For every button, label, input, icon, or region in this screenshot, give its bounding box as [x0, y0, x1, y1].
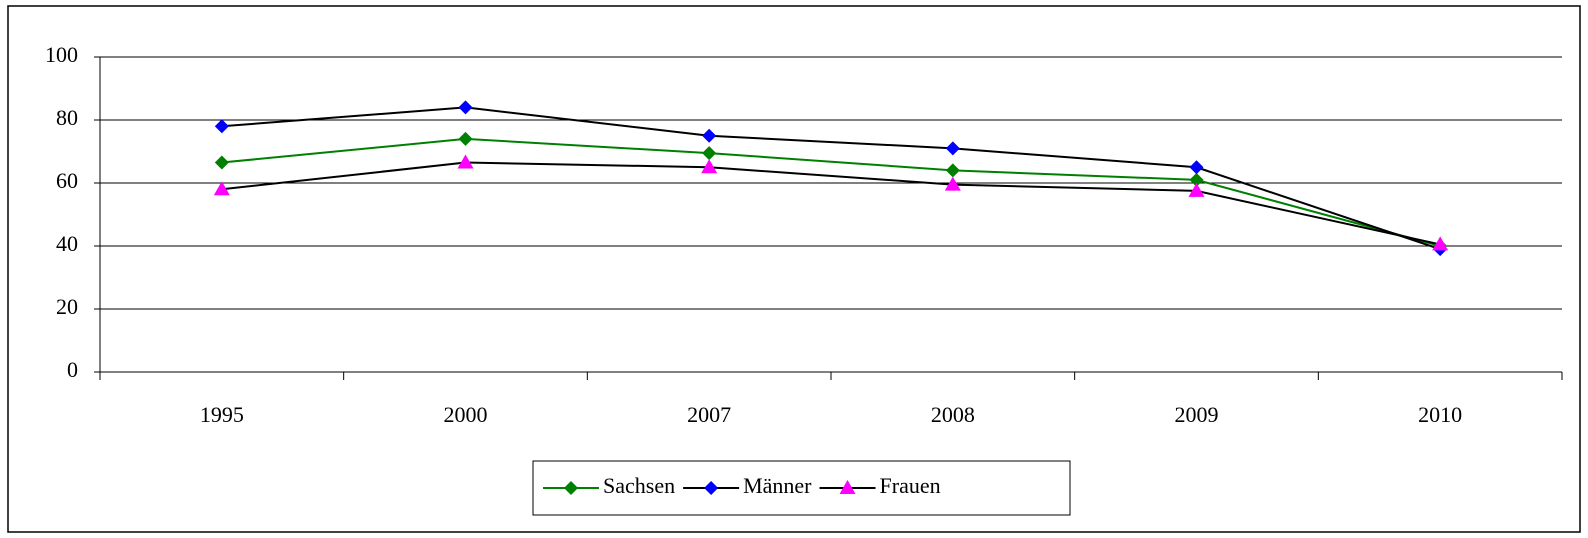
y-tick-label: 0 — [67, 357, 78, 382]
x-tick-label: 2000 — [444, 402, 488, 427]
x-tick-label: 2008 — [931, 402, 975, 427]
chart-border — [7, 5, 1581, 533]
legend-marker — [564, 481, 578, 495]
x-tick-label: 2010 — [1418, 402, 1462, 427]
x-tick-label: 1995 — [200, 402, 244, 427]
data-point — [1189, 172, 1204, 187]
series-line — [221, 137, 1441, 247]
y-tick-label: 20 — [56, 294, 78, 319]
data-point — [702, 128, 717, 143]
data-point — [1189, 160, 1204, 175]
data-point — [945, 163, 960, 178]
x-tick-label: 2007 — [687, 402, 731, 427]
series-line — [221, 106, 1441, 251]
legend-label: Frauen — [880, 473, 941, 498]
data-point — [945, 141, 960, 156]
legend-box — [532, 460, 1071, 516]
y-tick-label: 80 — [56, 105, 78, 130]
data-point — [457, 154, 474, 169]
x-tick-label: 2009 — [1175, 402, 1219, 427]
data-point — [213, 181, 230, 196]
legend-label: Sachsen — [603, 473, 675, 498]
series-line — [221, 161, 1441, 246]
data-point — [214, 155, 229, 170]
data-point — [1432, 236, 1449, 251]
y-tick-label: 60 — [56, 168, 78, 193]
legend-label: Männer — [743, 473, 812, 498]
data-point — [944, 176, 961, 191]
y-tick-label: 40 — [56, 231, 78, 256]
legend-marker — [704, 481, 719, 495]
data-point — [214, 119, 229, 134]
data-point — [458, 100, 473, 115]
data-point — [458, 131, 473, 146]
data-point — [701, 159, 718, 174]
data-point — [1188, 182, 1205, 197]
data-point — [702, 146, 717, 161]
legend-marker — [839, 480, 856, 494]
y-tick-label: 100 — [45, 42, 78, 67]
